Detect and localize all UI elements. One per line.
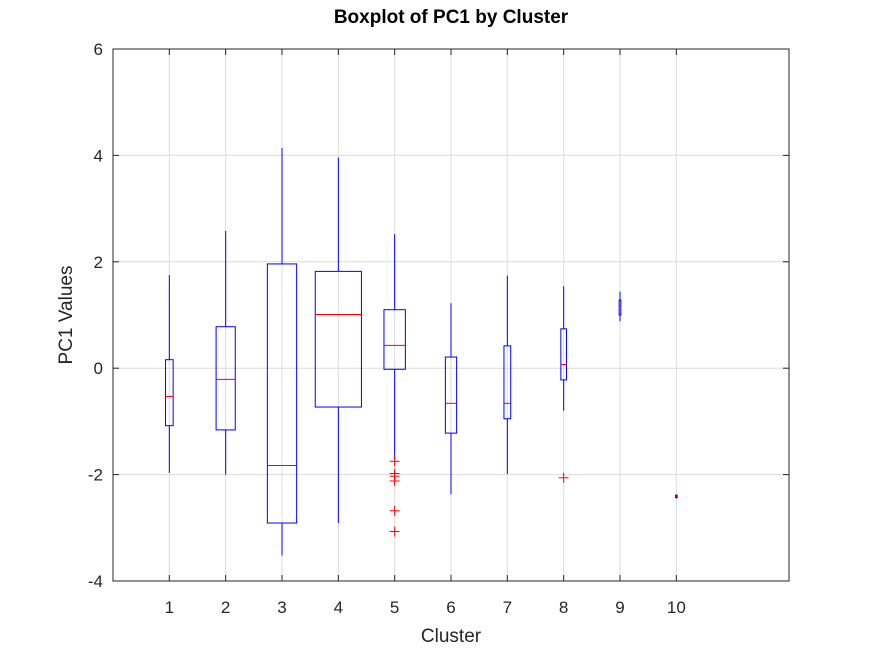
box bbox=[215, 326, 236, 431]
box bbox=[444, 356, 458, 434]
box-cluster-9 bbox=[618, 291, 622, 322]
x-tick-label: 5 bbox=[390, 598, 399, 617]
box-cluster-1 bbox=[165, 275, 174, 474]
box-cluster-7 bbox=[503, 275, 512, 475]
x-tick-label: 9 bbox=[615, 598, 624, 617]
box bbox=[314, 270, 362, 408]
x-tick-label: 2 bbox=[221, 598, 230, 617]
outlier-marker bbox=[389, 505, 400, 516]
box-cluster-5 bbox=[383, 234, 406, 537]
box bbox=[560, 328, 567, 381]
x-tick-label: 7 bbox=[503, 598, 512, 617]
chart-title: Boxplot of PC1 by Cluster bbox=[334, 7, 569, 28]
y-tick-label: -4 bbox=[88, 572, 103, 591]
x-tick-label: 3 bbox=[277, 598, 286, 617]
y-tick-label: 4 bbox=[94, 146, 103, 165]
y-tick-label: 6 bbox=[94, 40, 103, 59]
outlier-marker bbox=[389, 475, 400, 486]
box-cluster-3 bbox=[266, 147, 298, 556]
box-cluster-8 bbox=[558, 286, 569, 483]
box-cluster-4 bbox=[314, 157, 362, 524]
box bbox=[165, 359, 174, 427]
box bbox=[383, 309, 406, 370]
outlier-marker bbox=[389, 456, 400, 467]
box bbox=[503, 345, 512, 420]
y-tick-label: 2 bbox=[94, 253, 103, 272]
x-axis-label: Cluster bbox=[421, 626, 482, 647]
box-cluster-10 bbox=[674, 494, 678, 499]
y-axis-label: PC1 Values bbox=[56, 266, 77, 365]
box bbox=[618, 299, 622, 316]
x-tick-label: 4 bbox=[334, 598, 343, 617]
box-cluster-2 bbox=[215, 230, 236, 475]
x-tick-label: 6 bbox=[446, 598, 455, 617]
box bbox=[266, 263, 298, 524]
box-cluster-6 bbox=[444, 303, 458, 495]
x-tick-label: 1 bbox=[165, 598, 174, 617]
outlier-marker bbox=[558, 472, 569, 483]
axis-ticks: -4 -2 0 2 4 6 1 2 3 4 5 6 7 8 9 10 bbox=[88, 40, 789, 617]
y-tick-label: -2 bbox=[88, 466, 103, 485]
x-tick-label: 10 bbox=[667, 598, 686, 617]
outlier-marker bbox=[389, 526, 400, 537]
y-tick-label: 0 bbox=[94, 359, 103, 378]
x-tick-label: 8 bbox=[559, 598, 568, 617]
plot-area bbox=[165, 147, 678, 556]
